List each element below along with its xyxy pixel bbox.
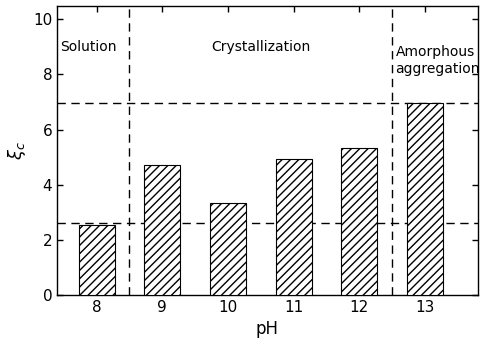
Bar	[210, 203, 246, 295]
Bar	[341, 148, 378, 295]
Bar	[144, 165, 180, 295]
Bar	[407, 104, 443, 295]
Text: Crystallization: Crystallization	[211, 40, 311, 54]
Text: Solution: Solution	[61, 40, 117, 54]
Bar	[276, 159, 312, 295]
X-axis label: pH: pH	[256, 321, 279, 338]
Text: Amorphous
aggregation: Amorphous aggregation	[395, 45, 480, 76]
Y-axis label: $\xi_c$: $\xi_c$	[5, 141, 28, 160]
Bar	[78, 225, 115, 295]
